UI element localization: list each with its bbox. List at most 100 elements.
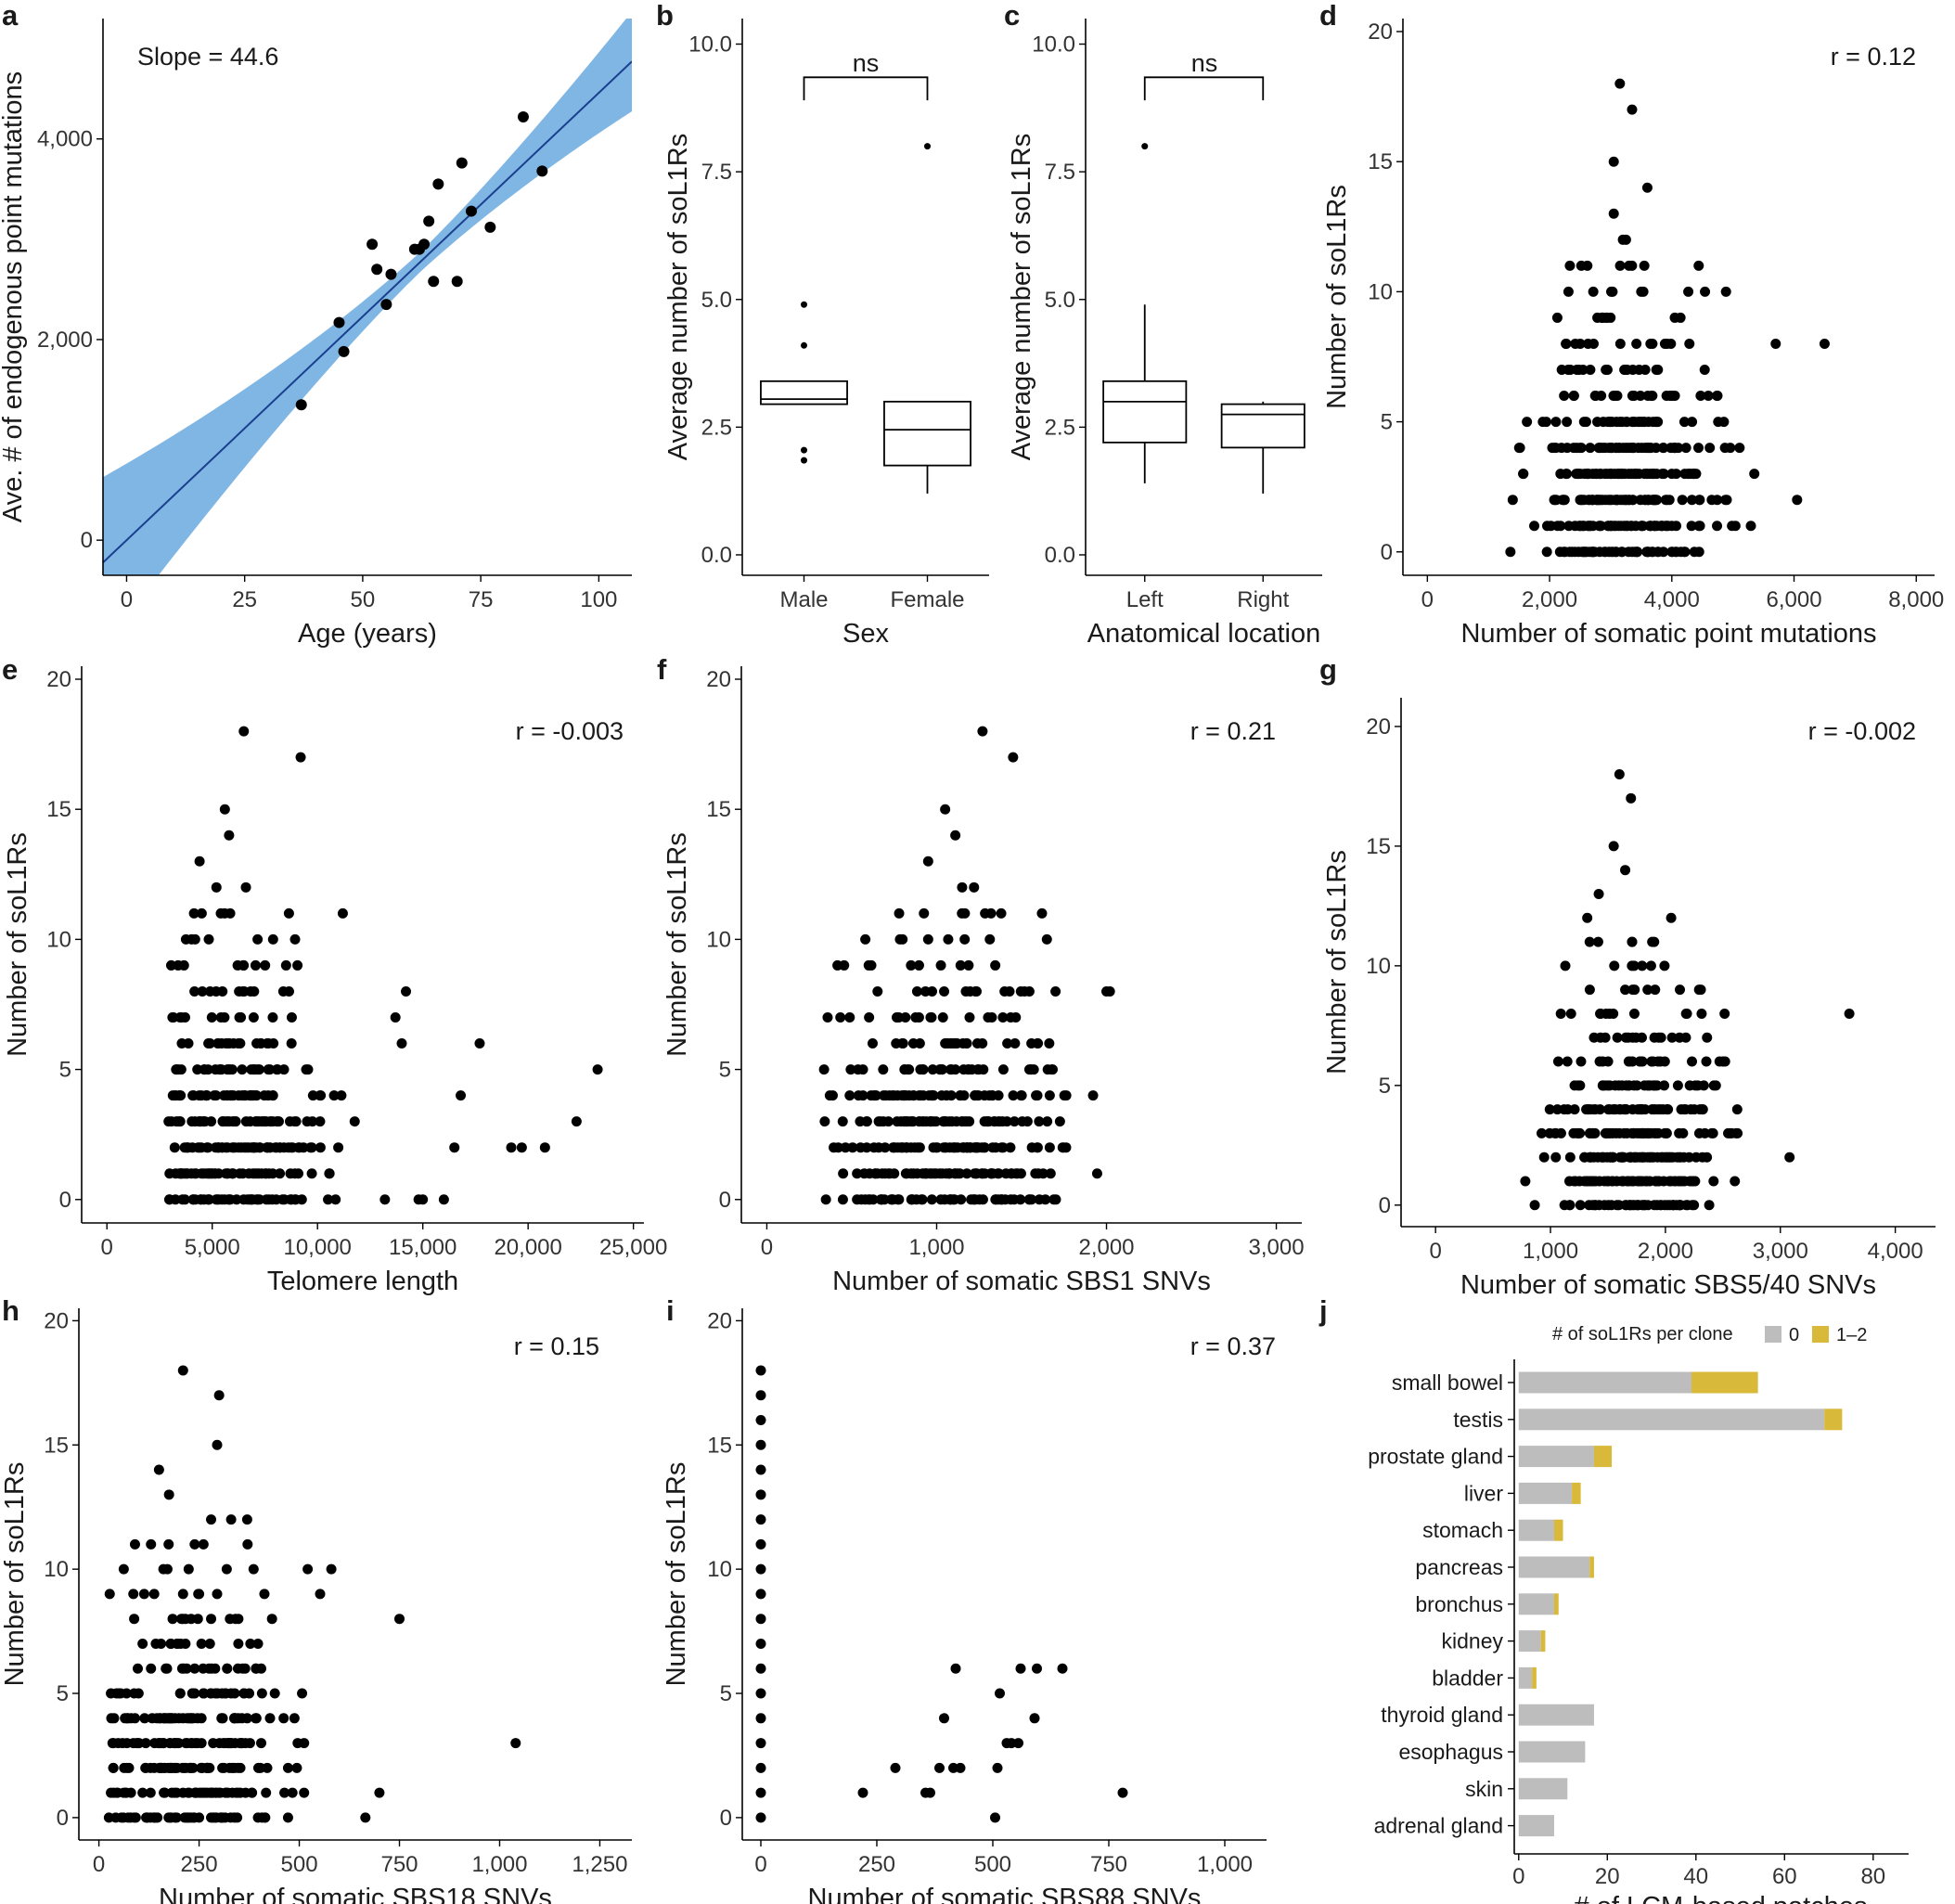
x-tick-label: 4,000 <box>1644 587 1700 612</box>
data-point <box>966 1064 977 1075</box>
data-point <box>259 1589 270 1600</box>
data-point <box>1598 417 1609 428</box>
data-point <box>899 1090 910 1101</box>
data-point <box>198 1538 209 1550</box>
data-point <box>1627 984 1639 996</box>
data-point <box>1024 1194 1035 1205</box>
data-point <box>261 1168 272 1179</box>
data-point <box>1601 1008 1612 1019</box>
legend-label: 0 <box>1789 1325 1799 1345</box>
data-point <box>1693 260 1704 271</box>
y-axis-title: Number of soL1Rs <box>1322 185 1352 409</box>
y-tick-label: 0.0 <box>1045 543 1075 568</box>
data-point <box>1631 469 1642 480</box>
data-point <box>900 1012 911 1023</box>
y-tick-label: 0 <box>57 1806 69 1831</box>
data-point <box>285 1194 296 1205</box>
y-axis-title: Average number of soL1Rs <box>1007 134 1036 461</box>
data-point <box>1031 1090 1042 1101</box>
data-point <box>1616 1176 1627 1187</box>
data-point <box>333 1142 344 1153</box>
data-point <box>1608 841 1619 852</box>
data-point <box>914 1090 925 1101</box>
data-point <box>536 165 548 177</box>
data-point <box>755 1663 766 1674</box>
data-point <box>227 1762 238 1773</box>
category-label: bronchus <box>1415 1592 1503 1616</box>
data-point <box>119 1762 130 1773</box>
data-point <box>1578 547 1589 558</box>
data-point <box>183 1038 194 1049</box>
data-point <box>1013 1738 1023 1749</box>
data-point <box>1618 1127 1629 1139</box>
data-point <box>857 1787 868 1798</box>
data-point <box>215 907 226 919</box>
category-label: prostate gland <box>1368 1445 1503 1469</box>
data-point <box>1057 1663 1068 1674</box>
data-point <box>1602 1056 1614 1067</box>
data-point <box>928 1090 939 1101</box>
data-point <box>927 985 938 997</box>
slope-label: Slope = 44.6 <box>137 43 278 71</box>
data-point <box>1028 1064 1039 1075</box>
data-point <box>1626 792 1637 804</box>
data-point <box>1623 469 1634 480</box>
data-point <box>1704 1200 1715 1211</box>
data-point <box>164 1168 175 1179</box>
data-point <box>1698 1080 1709 1091</box>
data-point <box>230 1116 241 1127</box>
data-point <box>867 1038 878 1049</box>
data-point <box>1624 1200 1635 1211</box>
correlation-label: r = 0.21 <box>1190 717 1276 745</box>
data-point <box>1580 417 1591 428</box>
data-point <box>911 985 922 997</box>
data-point <box>837 1116 848 1127</box>
data-point <box>241 1514 252 1525</box>
data-point <box>920 1116 932 1127</box>
data-point <box>1662 1104 1673 1115</box>
data-point <box>1702 1032 1713 1043</box>
y-tick-label: 10 <box>1368 279 1393 304</box>
data-point <box>1015 1090 1026 1101</box>
data-point <box>1607 1151 1618 1163</box>
x-tick-label: 3,000 <box>1249 1235 1305 1260</box>
data-point <box>1628 1008 1640 1019</box>
data-point <box>1628 960 1640 971</box>
data-point <box>755 1489 766 1500</box>
legend-swatch <box>1765 1326 1781 1343</box>
data-point <box>1655 1056 1666 1067</box>
data-point <box>1087 1090 1099 1101</box>
data-point <box>961 1168 972 1179</box>
data-point <box>324 1168 335 1179</box>
category-label: bladder <box>1432 1666 1503 1690</box>
data-point <box>1662 495 1673 506</box>
data-point <box>1653 1176 1665 1187</box>
data-point <box>913 959 924 971</box>
data-point <box>1044 1142 1055 1153</box>
data-point <box>125 1713 136 1724</box>
data-point <box>517 110 529 122</box>
bar-segment-zero <box>1518 1371 1692 1394</box>
legend-title: # of soL1Rs per clone <box>1552 1324 1733 1344</box>
data-point <box>1647 391 1658 402</box>
data-point <box>1032 1142 1043 1153</box>
data-point <box>299 1738 310 1749</box>
data-point <box>237 1738 248 1749</box>
data-point <box>305 1142 316 1153</box>
x-tick-label: 75 <box>469 587 494 612</box>
y-tick-label: 5.0 <box>701 288 732 313</box>
x-tick-label: 1,000 <box>471 1852 527 1877</box>
bar-segment-zero <box>1518 1704 1594 1726</box>
data-point <box>855 1116 866 1127</box>
data-point <box>868 1142 880 1153</box>
x-axis-title: # of LCM-based patches <box>1575 1892 1868 1904</box>
category-label: thyroid gland <box>1381 1703 1503 1727</box>
data-point <box>1635 391 1646 402</box>
data-point <box>229 1688 240 1699</box>
data-point <box>210 1142 221 1153</box>
data-point <box>1614 1080 1625 1091</box>
data-point <box>243 1168 254 1179</box>
data-point <box>1036 907 1048 919</box>
data-point <box>224 830 235 841</box>
data-point <box>456 157 468 169</box>
